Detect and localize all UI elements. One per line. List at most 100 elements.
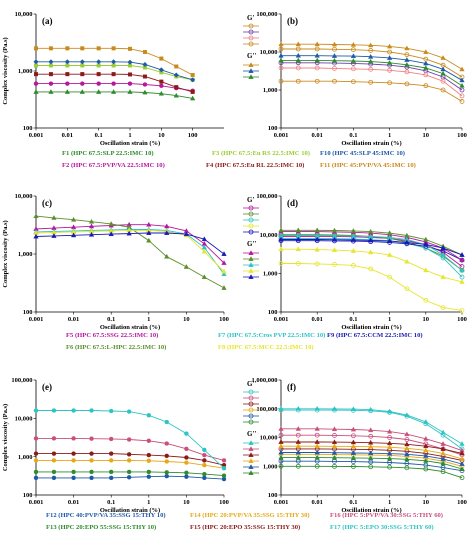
series-line	[281, 80, 463, 102]
data-point	[108, 458, 114, 463]
legend-group-label: G''	[247, 52, 256, 60]
legend-marker	[248, 470, 254, 475]
data-point	[368, 433, 374, 439]
legend-marker	[248, 256, 254, 261]
data-point	[459, 87, 465, 93]
y-tick-label: 1,000	[18, 68, 33, 75]
x-tick-label: 10	[183, 316, 190, 323]
data-point	[33, 408, 39, 413]
data-point	[440, 78, 446, 84]
y-tick-label: 1,000	[263, 463, 278, 470]
data-point	[127, 81, 133, 86]
data-point	[221, 458, 227, 463]
data-point	[314, 65, 320, 71]
series-line	[281, 448, 463, 461]
panel-label: (f)	[287, 382, 296, 392]
data-point	[423, 267, 429, 273]
data-point	[459, 466, 465, 471]
data-point	[278, 46, 284, 52]
series-line	[281, 465, 463, 479]
data-point	[146, 438, 152, 443]
data-point	[368, 464, 374, 470]
data-point	[440, 87, 446, 93]
data-point	[33, 81, 39, 86]
data-point	[278, 261, 284, 266]
data-point	[331, 227, 338, 233]
series-line	[281, 408, 463, 445]
legend-entry: F3 (HPC 67.5:Eu RS 22.5:IMC 10)	[212, 150, 310, 157]
y-tick-label: 100	[268, 309, 278, 316]
data-point	[89, 458, 94, 463]
data-point	[126, 475, 132, 480]
data-point	[65, 46, 70, 51]
data-point	[65, 72, 70, 77]
data-point	[314, 432, 320, 438]
data-point	[278, 443, 284, 449]
y-tick-label: 10,000	[260, 49, 278, 56]
data-point	[126, 230, 132, 236]
data-point	[142, 74, 147, 79]
data-point	[440, 274, 446, 279]
data-point	[459, 274, 465, 280]
data-point	[314, 57, 320, 63]
data-point	[173, 72, 179, 78]
data-point	[146, 221, 152, 227]
data-point	[202, 475, 207, 481]
data-point	[404, 465, 410, 471]
y-tick-label: 100	[268, 125, 278, 132]
data-point	[350, 248, 357, 253]
data-point	[404, 286, 410, 292]
data-point	[368, 237, 374, 243]
data-point	[440, 460, 446, 466]
x-axis-label: Oscillation strain (%)	[100, 507, 160, 514]
series-line	[281, 460, 463, 472]
data-point	[146, 469, 152, 475]
panel-label: (e)	[42, 382, 52, 392]
data-point	[174, 85, 179, 90]
x-tick-label: 100	[457, 132, 467, 139]
data-point	[368, 455, 374, 461]
x-tick-label: 0.001	[274, 499, 289, 506]
x-tick-label: 0.01	[68, 499, 79, 506]
data-point	[423, 65, 429, 70]
data-point	[51, 451, 57, 456]
data-point	[108, 451, 114, 456]
x-tick-label: 10	[183, 499, 190, 506]
data-point	[202, 452, 207, 458]
data-point	[440, 456, 446, 461]
data-point	[459, 66, 465, 72]
x-axis-label: Oscillation strain (%)	[100, 324, 160, 331]
data-point	[314, 261, 320, 267]
y-tick-label: 100	[23, 309, 33, 316]
data-point	[278, 236, 284, 242]
data-point	[80, 72, 85, 77]
data-point	[368, 249, 374, 255]
data-point	[295, 65, 301, 71]
x-tick-label: 0.001	[274, 316, 289, 323]
data-point	[387, 49, 393, 55]
data-point	[64, 59, 70, 65]
data-point	[332, 433, 337, 438]
data-point	[295, 57, 301, 63]
data-point	[184, 470, 189, 475]
data-point	[174, 64, 179, 69]
panel-label: (b)	[287, 16, 298, 26]
data-point	[368, 427, 374, 433]
legend-marker	[248, 250, 254, 255]
data-point	[48, 59, 54, 65]
data-point	[79, 89, 85, 94]
data-point	[350, 426, 357, 432]
legend-group-label: G''	[247, 240, 256, 248]
data-point	[387, 460, 393, 465]
x-tick-label: 0.1	[349, 499, 357, 506]
data-point	[350, 455, 357, 460]
data-point	[404, 52, 410, 58]
data-point	[332, 78, 337, 84]
x-tick-label: 0.1	[107, 316, 115, 323]
data-point	[48, 72, 53, 77]
data-point	[459, 93, 465, 99]
y-axis-label: Complex viscosity (Pa.s)	[2, 404, 9, 471]
data-point	[331, 454, 338, 460]
data-point	[190, 73, 195, 78]
data-point	[440, 450, 446, 456]
